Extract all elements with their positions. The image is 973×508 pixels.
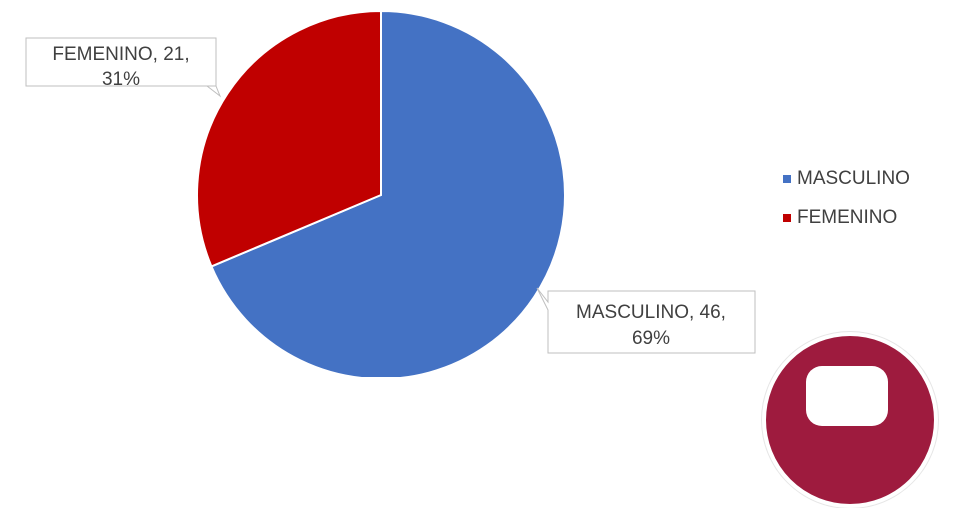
data-label-masculino-line1: MASCULINO, 46, [576,302,726,323]
legend-swatch-femenino [783,213,791,222]
legend-label-femenino: FEMENINO [797,206,898,228]
legend-item-masculino: MASCULINO [783,166,910,191]
logo-badge-inner [806,366,888,426]
data-label-masculino: MASCULINO, 46, 69% [536,287,756,354]
pie-slice-femenino [196,9,382,268]
pie-chart: FEMENINO, 21, 31% MASCULINO, 46, 69% [25,9,756,377]
data-label-femenino-line1: FEMENINO, 21, [52,44,189,65]
legend-swatch-masculino [783,174,791,183]
legend-item-femenino: FEMENINO [783,205,910,230]
data-label-masculino-line2: 69% [632,328,670,349]
logo-badge [762,332,938,508]
callout-box-masculino [536,287,756,354]
legend: MASCULINO FEMENINO [783,166,910,244]
data-label-femenino-line2: 31% [102,69,140,90]
legend-label-masculino: MASCULINO [797,167,910,189]
data-label-femenino: FEMENINO, 21, 31% [25,37,222,98]
pie-slice-masculino [210,9,566,377]
